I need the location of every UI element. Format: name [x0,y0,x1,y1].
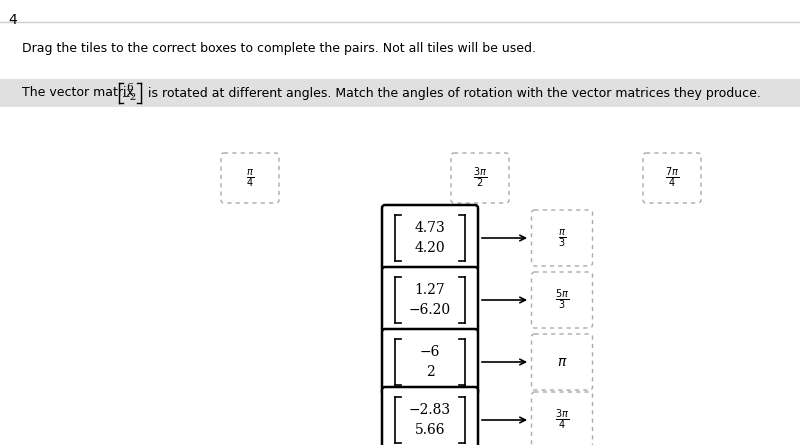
Text: $\frac{5\pi}{3}$: $\frac{5\pi}{3}$ [555,288,569,312]
FancyBboxPatch shape [643,153,701,203]
Text: 4: 4 [8,13,17,27]
FancyBboxPatch shape [382,387,478,445]
Text: $\frac{\pi}{4}$: $\frac{\pi}{4}$ [246,167,254,189]
Text: $\frac{3\pi}{2}$: $\frac{3\pi}{2}$ [473,166,487,190]
FancyBboxPatch shape [221,153,279,203]
Text: −2.83: −2.83 [409,403,451,417]
FancyBboxPatch shape [531,334,593,390]
FancyBboxPatch shape [531,392,593,445]
FancyBboxPatch shape [382,329,478,395]
Text: 2: 2 [426,365,434,379]
Text: 6: 6 [126,84,134,93]
Text: Drag the tiles to the correct boxes to complete the pairs. Not all tiles will be: Drag the tiles to the correct boxes to c… [22,42,536,55]
FancyBboxPatch shape [451,153,509,203]
FancyBboxPatch shape [382,267,478,333]
Text: is rotated at different angles. Match the angles of rotation with the vector mat: is rotated at different angles. Match th… [144,86,761,100]
Bar [0,79,800,107]
Text: 4.20: 4.20 [414,241,446,255]
Text: −6.20: −6.20 [409,303,451,317]
Text: $\frac{3\pi}{4}$: $\frac{3\pi}{4}$ [555,408,569,432]
Text: $\frac{\pi}{3}$: $\frac{\pi}{3}$ [558,227,566,249]
Text: −6: −6 [420,345,440,359]
Text: 4.73: 4.73 [414,221,446,235]
Text: The vector matrix: The vector matrix [22,86,138,100]
FancyBboxPatch shape [382,205,478,271]
FancyBboxPatch shape [531,272,593,328]
FancyBboxPatch shape [531,210,593,266]
Text: 1.27: 1.27 [414,283,446,297]
Text: 5.66: 5.66 [414,423,446,437]
Text: $\frac{7\pi}{4}$: $\frac{7\pi}{4}$ [665,166,679,190]
Text: −2: −2 [122,93,138,102]
Text: $\pi$: $\pi$ [557,355,567,369]
